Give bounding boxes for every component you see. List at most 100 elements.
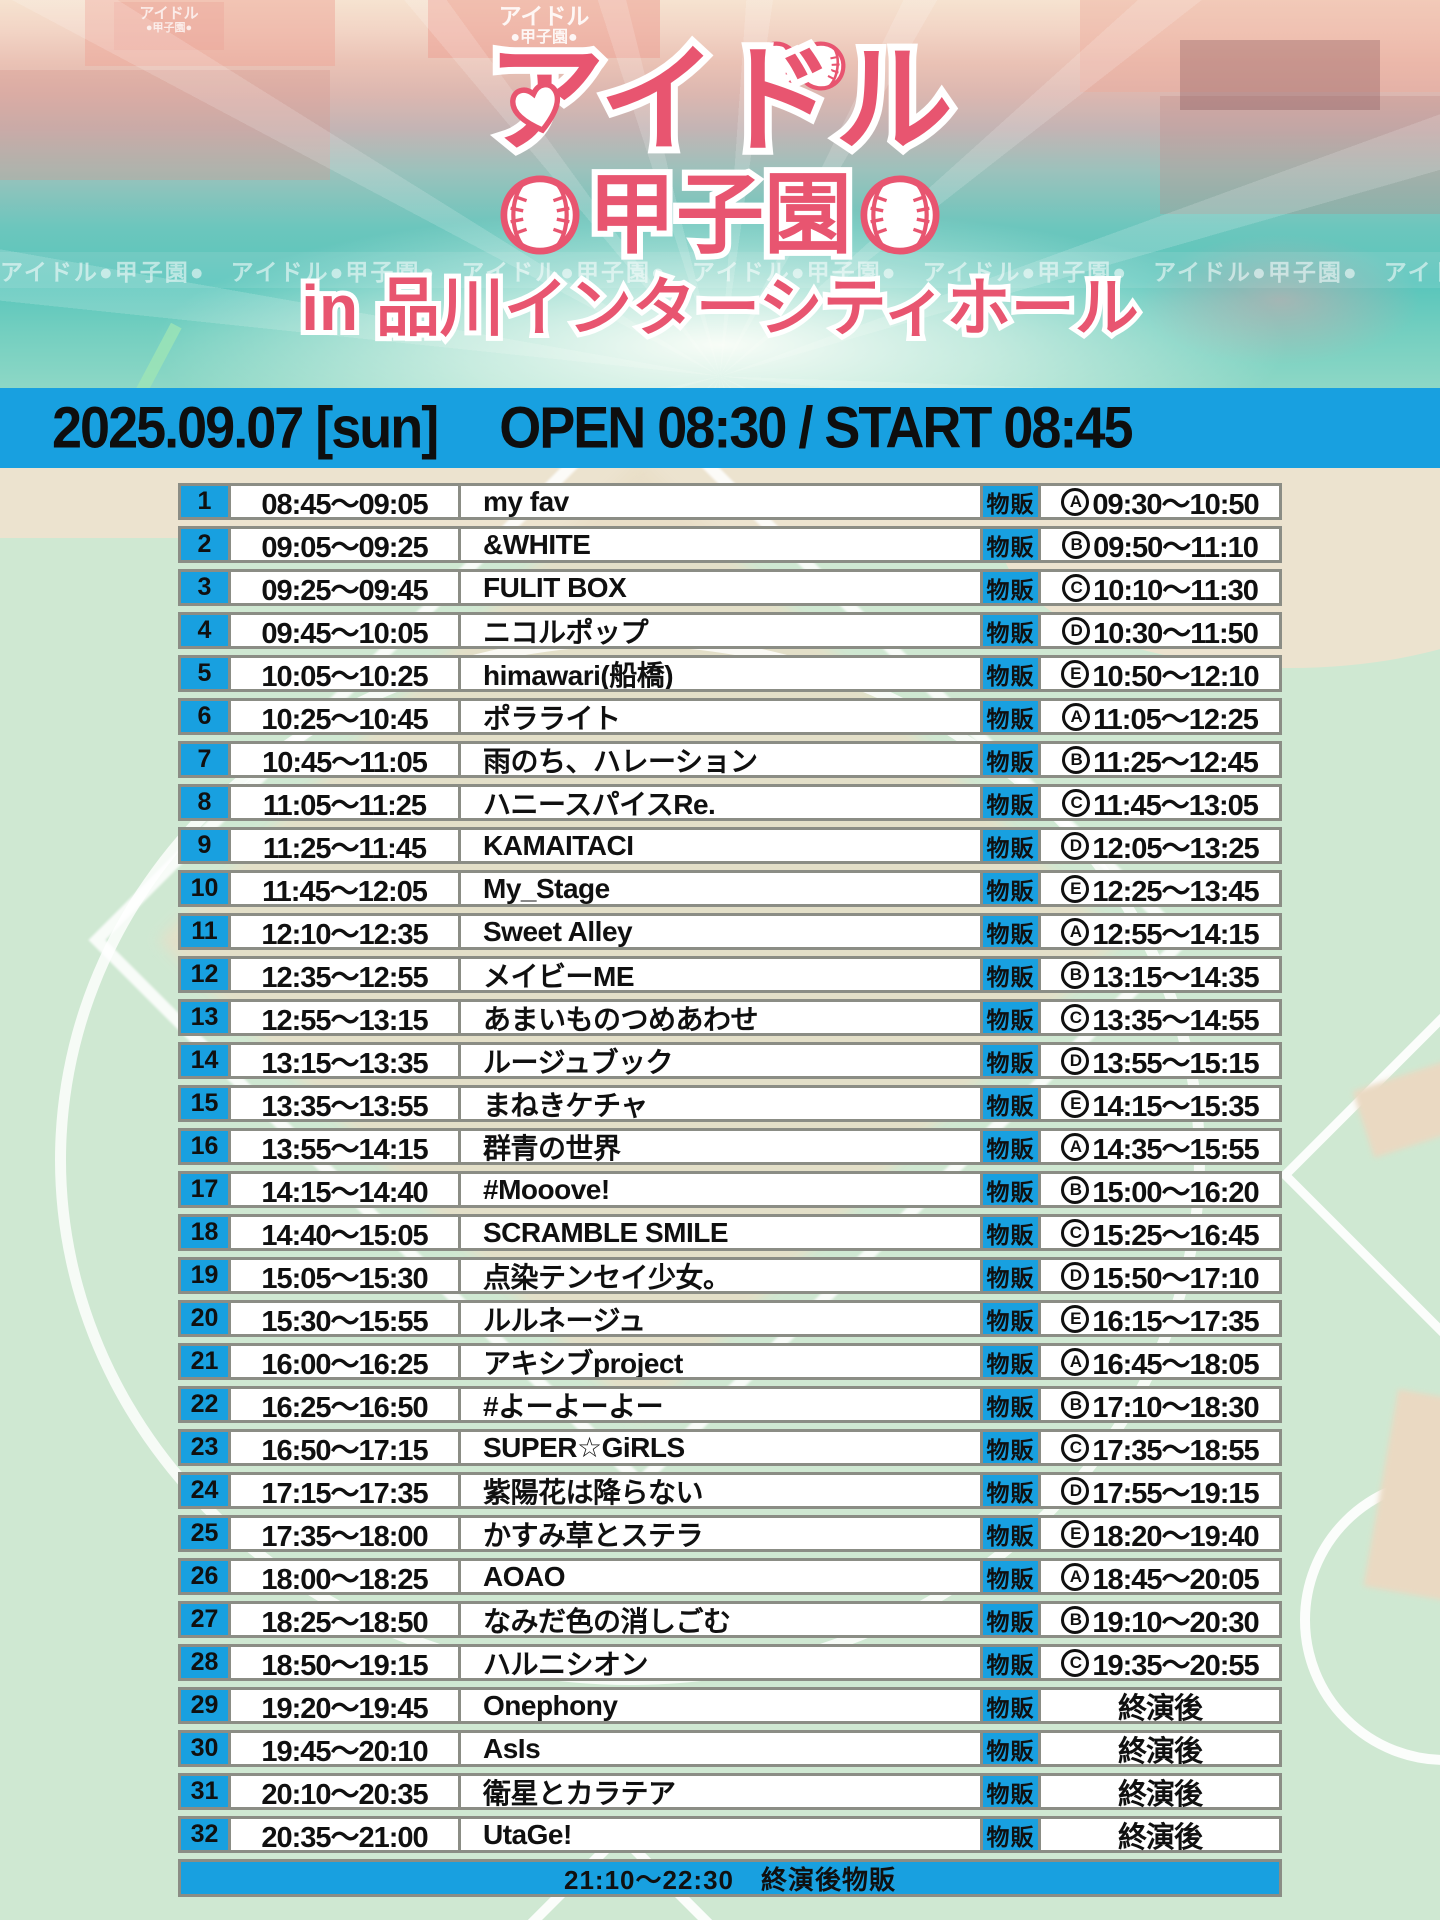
booth-label: 物販 [983, 1217, 1041, 1248]
booth-label: 物販 [983, 1045, 1041, 1076]
slot-number: 12 [181, 959, 231, 990]
slot-time: 19:45〜20:10 [231, 1733, 461, 1768]
sale-time: 12:05〜13:25 [1092, 832, 1259, 865]
sale-slot: D 12:05〜13:25 [1041, 830, 1279, 865]
artist-name: himawari(船橋) [461, 658, 983, 689]
booth-label: 物販 [983, 1475, 1041, 1506]
artist-name: my fav [461, 486, 983, 517]
date-banner: 2025.09.07 [sun] OPEN 08:30 / START 08:4… [0, 388, 1440, 468]
sale-group-badge: E [1061, 1089, 1090, 1118]
sale-time: 11:45〜13:05 [1093, 789, 1259, 822]
slot-time: 15:30〜15:55 [231, 1303, 461, 1338]
booth-label: 物販 [983, 1088, 1041, 1119]
slot-number: 5 [181, 658, 231, 689]
slot-number: 15 [181, 1088, 231, 1119]
schedule-row: 30 19:45〜20:10 AsIs 物販 終演後 [178, 1730, 1282, 1768]
slot-time: 16:25〜16:50 [231, 1389, 461, 1424]
schedule-row: 9 11:25〜11:45 KAMAITACI 物販 D 12:05〜13:25 [178, 827, 1282, 865]
schedule-rows: 1 08:45〜09:05 my fav 物販 A 09:30〜10:50 2 … [178, 483, 1282, 1854]
booth-label: 物販 [983, 744, 1041, 775]
center-glow [0, 0, 1440, 392]
sale-time: 14:35〜15:55 [1092, 1133, 1259, 1166]
sale-time: 09:50〜11:10 [1093, 531, 1259, 564]
sale-slot: B 19:10〜20:30 [1041, 1604, 1279, 1639]
sale-group-badge: D [1061, 1261, 1090, 1290]
sale-slot: D 10:30〜11:50 [1041, 615, 1279, 650]
sale-slot: D 13:55〜15:15 [1041, 1045, 1279, 1080]
title-line-2: 甲子園 甲子園 [0, 161, 1440, 268]
slot-time: 14:40〜15:05 [231, 1217, 461, 1252]
sale-time: 12:25〜13:45 [1092, 875, 1259, 908]
field-line-right [1278, 962, 1440, 1388]
sale-group-badge: B [1061, 1175, 1090, 1204]
sale-time: 16:15〜17:35 [1092, 1305, 1259, 1338]
sale-time: 15:25〜16:45 [1092, 1219, 1259, 1252]
sale-group-badge: C [1062, 573, 1091, 602]
sale-time: 終演後 [1117, 1735, 1203, 1768]
slot-time: 15:05〜15:30 [231, 1260, 461, 1295]
schedule-row: 3 09:25〜09:45 FULIT BOX 物販 C 10:10〜11:30 [178, 569, 1282, 607]
booth-label: 物販 [983, 529, 1041, 560]
artist-name: ポラライト [461, 701, 983, 732]
sale-time: 18:20〜19:40 [1092, 1520, 1259, 1553]
slot-number: 27 [181, 1604, 231, 1635]
sale-group-badge: B [1062, 530, 1091, 559]
title-sub: 甲子園 [587, 165, 852, 265]
slot-number: 13 [181, 1002, 231, 1033]
slot-time: 16:50〜17:15 [231, 1432, 461, 1467]
slot-number: 10 [181, 873, 231, 904]
artist-name: SUPER☆GiRLS [461, 1432, 983, 1463]
artist-name: Sweet Alley [461, 916, 983, 947]
sale-time: 終演後 [1117, 1778, 1203, 1811]
title-sub-outline: 甲子園 [582, 161, 858, 268]
slot-time: 11:25〜11:45 [231, 830, 461, 865]
schedule-row: 10 11:45〜12:05 My_Stage 物販 E 12:25〜13:45 [178, 870, 1282, 908]
sale-time: 14:15〜15:35 [1092, 1090, 1259, 1123]
sale-group-badge: A [1061, 1562, 1090, 1591]
sale-slot: A 14:35〜15:55 [1041, 1131, 1279, 1166]
slot-number: 19 [181, 1260, 231, 1291]
schedule-row: 12 12:35〜12:55 メイビーME 物販 B 13:15〜14:35 [178, 956, 1282, 994]
sale-slot: E 10:50〜12:10 [1041, 658, 1279, 693]
booth-label: 物販 [983, 1131, 1041, 1162]
slot-number: 1 [181, 486, 231, 517]
after-show-sales-bar: 21:10〜22:30 終演後物販 [178, 1859, 1282, 1897]
booth-label: 物販 [983, 615, 1041, 646]
slot-time: 11:45〜12:05 [231, 873, 461, 908]
slot-time: 10:25〜10:45 [231, 701, 461, 736]
sale-time: 11:05〜12:25 [1093, 703, 1259, 736]
sale-group-badge: C [1061, 1648, 1090, 1677]
schedule-row: 28 18:50〜19:15 ハルニシオン 物販 C 19:35〜20:55 [178, 1644, 1282, 1682]
slot-time: 10:05〜10:25 [231, 658, 461, 693]
sale-time: 13:55〜15:15 [1092, 1047, 1259, 1080]
sale-group-badge: D [1061, 1046, 1090, 1075]
venue-outline: in 品川インターシティホール [296, 269, 1144, 348]
schedule-row: 22 16:25〜16:50 #よーよーよー 物販 B 17:10〜18:30 [178, 1386, 1282, 1424]
artist-name: 衛星とカラテア [461, 1776, 983, 1807]
slot-time: 17:35〜18:00 [231, 1518, 461, 1553]
sale-slot: B 15:00〜16:20 [1041, 1174, 1279, 1209]
sale-time: 19:35〜20:55 [1092, 1649, 1259, 1682]
schedule-row: 19 15:05〜15:30 点染テンセイ少女。 物販 D 15:50〜17:1… [178, 1257, 1282, 1295]
slot-time: 09:05〜09:25 [231, 529, 461, 564]
schedule-row: 18 14:40〜15:05 SCRAMBLE SMILE 物販 C 15:25… [178, 1214, 1282, 1252]
artist-name: 紫陽花は降らない [461, 1475, 983, 1506]
booth-label: 物販 [983, 1604, 1041, 1635]
artist-name: 群青の世界 [461, 1131, 983, 1162]
slot-time: 18:25〜18:50 [231, 1604, 461, 1639]
booth-label: 物販 [983, 572, 1041, 603]
booth-label: 物販 [983, 1561, 1041, 1592]
slot-time: 10:45〜11:05 [231, 744, 461, 779]
artist-name: まねきケチャ [461, 1088, 983, 1119]
schedule-row: 27 18:25〜18:50 なみだ色の消しごむ 物販 B 19:10〜20:3… [178, 1601, 1282, 1639]
sale-group-badge: B [1061, 1605, 1090, 1634]
booth-label: 物販 [983, 486, 1041, 517]
booth-label: 物販 [983, 1733, 1041, 1764]
sale-group-badge: A [1061, 1132, 1090, 1161]
artist-name: FULIT BOX [461, 572, 983, 603]
artist-name: なみだ色の消しごむ [461, 1604, 983, 1635]
schedule-row: 7 10:45〜11:05 雨のち、ハレーション 物販 B 11:25〜12:4… [178, 741, 1282, 779]
slot-number: 28 [181, 1647, 231, 1678]
booth-label: 物販 [983, 830, 1041, 861]
slot-number: 8 [181, 787, 231, 818]
